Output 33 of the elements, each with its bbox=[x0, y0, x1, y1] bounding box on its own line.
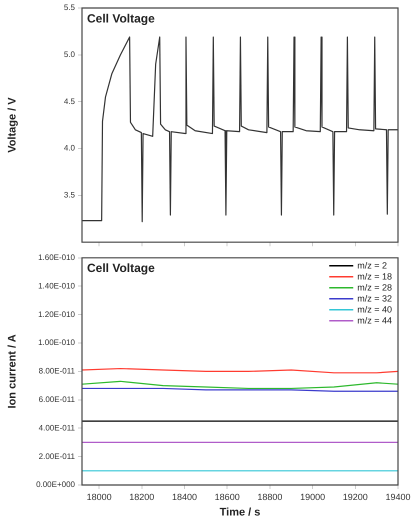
y-tick-label: 1.20E-010 bbox=[38, 310, 76, 319]
legend-label: m/z = 44 bbox=[357, 315, 392, 326]
annotation: Cell Voltage bbox=[87, 11, 156, 26]
legend-label: m/z = 32 bbox=[357, 293, 392, 304]
y-tick-label: 1.00E-010 bbox=[38, 338, 76, 348]
y-tick-label: 4.5 bbox=[64, 96, 76, 106]
y-tick-label: 6.00E-011 bbox=[38, 395, 76, 404]
y-tick-label: 2.00E-011 bbox=[38, 452, 76, 461]
y-tick-label: 0.00E+000 bbox=[36, 480, 76, 490]
y-axis-title: Voltage / V bbox=[6, 96, 19, 153]
y-tick-label: 1.60E-010 bbox=[38, 253, 76, 262]
legend-label: m/z = 28 bbox=[357, 282, 392, 292]
annotation: Cell Voltage bbox=[87, 261, 156, 276]
x-tick-label: 19400 bbox=[385, 492, 411, 502]
legend-label: m/z = 2 bbox=[357, 260, 387, 270]
x-tick-label: 19000 bbox=[300, 492, 326, 502]
x-tick-label: 18800 bbox=[257, 492, 282, 502]
y-tick-label: 1.40E-010 bbox=[38, 281, 76, 290]
y-tick-label: 3.5 bbox=[64, 190, 76, 200]
x-axis-title: Time / s bbox=[220, 506, 260, 518]
x-tick-label: 19200 bbox=[342, 492, 368, 502]
legend-label: m/z = 40 bbox=[357, 304, 392, 314]
y-tick-label: 5.5 bbox=[64, 3, 76, 12]
y-tick-label: 8.00E-011 bbox=[38, 366, 76, 376]
x-tick-label: 18000 bbox=[86, 492, 112, 502]
y-tick-label: 4.00E-011 bbox=[38, 423, 76, 432]
legend-label: m/z = 18 bbox=[357, 271, 392, 282]
y-axis-title: Ion current / A bbox=[6, 334, 19, 408]
y-tick-label: 5.0 bbox=[64, 50, 76, 60]
x-tick-label: 18400 bbox=[172, 492, 197, 502]
y-tick-label: 4.0 bbox=[64, 144, 76, 153]
x-tick-label: 18600 bbox=[214, 492, 240, 502]
x-tick-label: 18200 bbox=[129, 492, 154, 502]
